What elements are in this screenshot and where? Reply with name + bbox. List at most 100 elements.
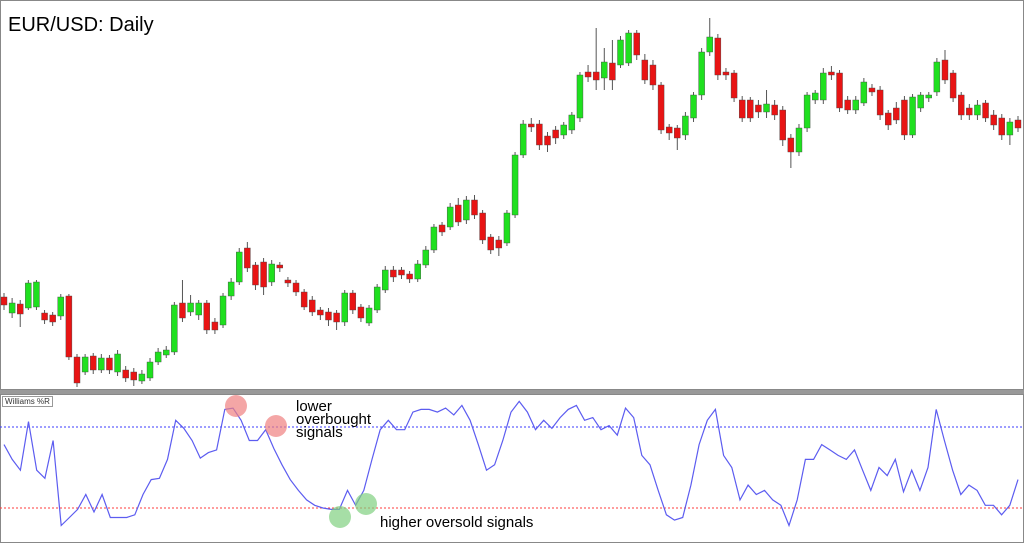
candle-body	[852, 99, 859, 111]
candle-body	[974, 104, 981, 116]
candle-body	[747, 99, 754, 119]
candle-body	[812, 92, 819, 101]
candle-body	[633, 32, 640, 56]
candle-body	[779, 109, 786, 141]
candle-body	[422, 249, 430, 266]
candle-body	[876, 89, 884, 116]
candle-body	[1006, 121, 1014, 136]
candle-body	[244, 247, 251, 269]
candle-body	[81, 356, 89, 373]
candle-body	[998, 117, 1005, 136]
candle-body	[576, 74, 584, 119]
candle-body	[146, 361, 154, 379]
candle-body	[73, 356, 81, 384]
candle-body	[665, 126, 673, 134]
candle-body	[33, 281, 40, 308]
candle-body	[519, 123, 527, 156]
candle-body	[949, 72, 957, 99]
candle-body	[130, 371, 137, 381]
pane-separator	[0, 390, 1024, 394]
candle-body	[909, 96, 916, 136]
candle-body	[382, 269, 389, 291]
candle-body	[106, 357, 113, 371]
candle-body	[641, 59, 649, 81]
candle-body	[455, 204, 462, 223]
candle-body	[503, 212, 511, 244]
candle-body	[795, 127, 803, 153]
candle-body	[982, 102, 989, 119]
candle-body	[714, 37, 722, 76]
candle-body	[617, 39, 624, 66]
candle-body	[763, 103, 770, 113]
candle-body	[122, 369, 129, 379]
candle-body	[958, 94, 965, 116]
candle-body	[325, 311, 332, 321]
candle-body	[349, 292, 357, 311]
candle-body	[820, 72, 827, 101]
candle-body	[163, 349, 170, 356]
candle-body	[406, 273, 413, 280]
candle-body	[390, 269, 397, 278]
indicator-title: Williams %R	[2, 396, 53, 407]
candle-body	[674, 127, 681, 139]
candle-body	[463, 199, 470, 221]
candle-body	[236, 251, 243, 283]
candle-body	[276, 264, 284, 269]
candle-body	[584, 71, 592, 78]
candle-body	[966, 107, 973, 116]
candle-body	[1014, 119, 1022, 129]
candle-body	[828, 71, 835, 76]
candle-body	[844, 99, 851, 111]
candle-body	[65, 295, 73, 358]
candle-body	[649, 64, 657, 86]
oversold-highlight	[355, 493, 377, 515]
candle-body	[601, 61, 608, 79]
candle-body	[268, 263, 275, 283]
candle-body	[414, 263, 421, 280]
candle-body	[990, 114, 997, 126]
candle-body	[309, 299, 316, 313]
candle-body	[560, 124, 567, 136]
candle-body	[690, 94, 697, 119]
candle-body	[292, 282, 300, 293]
candle-body	[90, 355, 97, 371]
candle-body	[901, 99, 908, 136]
candle-body	[25, 282, 32, 309]
candle-body	[227, 281, 235, 297]
candle-body	[568, 114, 576, 131]
candle-body	[682, 115, 689, 136]
candle-body	[0, 296, 8, 306]
candle-body	[528, 123, 535, 128]
overbought-highlight	[265, 415, 287, 437]
candle-body	[171, 304, 178, 353]
candle-body	[195, 302, 202, 316]
williams-r-line	[3, 400, 1019, 528]
candle-body	[479, 212, 486, 241]
candle-body	[698, 51, 705, 96]
candle-body	[373, 286, 381, 311]
candle-body	[722, 71, 730, 76]
candle-body	[925, 94, 932, 99]
candle-body	[536, 123, 543, 146]
candle-body	[8, 302, 16, 314]
candle-body	[544, 135, 551, 146]
candle-body	[941, 59, 949, 81]
candle-body	[341, 292, 348, 323]
candle-body	[446, 206, 454, 228]
candle-body	[657, 84, 665, 131]
candle-body	[868, 87, 876, 93]
candle-body	[609, 62, 616, 81]
candle-body	[860, 81, 868, 104]
candle-body	[495, 239, 503, 249]
annotation: lower overbought signals	[296, 398, 372, 441]
candle-body	[357, 306, 365, 319]
candle-body	[154, 351, 162, 363]
candle-body	[592, 71, 600, 81]
candle-body	[187, 302, 194, 313]
candle-body	[260, 261, 267, 288]
candle-body	[438, 224, 446, 233]
candle-body	[333, 312, 340, 323]
candle-body	[730, 72, 738, 99]
